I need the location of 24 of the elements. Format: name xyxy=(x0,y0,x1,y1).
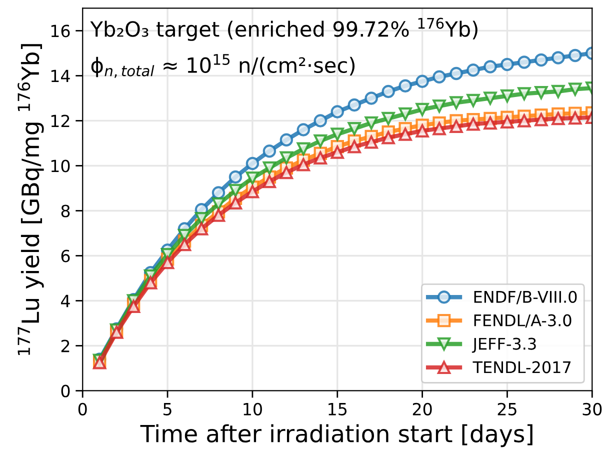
x-tick-label: 0 xyxy=(78,402,87,416)
y-tick-label: 2 xyxy=(61,340,70,352)
x-tick-label: 10 xyxy=(244,402,262,416)
annotation: Yb₂O₃ target (enriched 99.72% $^{176}$Yb) xyxy=(90,18,478,41)
y-tick-label: 12 xyxy=(51,114,70,128)
y-tick-label: 8 xyxy=(61,204,70,218)
y-tick-label: 10 xyxy=(51,160,70,172)
y-tick-label: 14 xyxy=(51,70,70,82)
y-axis-title: $^{177}$Lu yield [GBq/mg $^{176}$Yb] xyxy=(18,44,44,356)
y-tick-label: 6 xyxy=(61,250,70,262)
legend-label: JEFF-3.3 xyxy=(472,338,536,353)
x-axis-title: Time after irradiation start [days] xyxy=(140,424,532,448)
x-tick-label: 15 xyxy=(328,403,347,416)
x-tick-label: 25 xyxy=(498,402,516,416)
legend-label: FENDL/A-3.0 xyxy=(474,314,572,328)
x-tick-label: 5 xyxy=(164,403,172,416)
annotation: ϕ$_{n,total}$ ≈ 10$^{15}$ n/(cm²·sec) xyxy=(91,54,355,78)
x-tick-label: 30 xyxy=(582,402,602,416)
y-tick-label: 16 xyxy=(51,24,70,38)
legend-label: TENDL-2017 xyxy=(472,361,571,374)
legend-label: ENDF/B-VIII.0 xyxy=(474,290,577,304)
y-tick-label: 0 xyxy=(61,384,70,398)
x-tick-label: 20 xyxy=(412,402,432,416)
y-tick-label: 4 xyxy=(61,294,70,308)
